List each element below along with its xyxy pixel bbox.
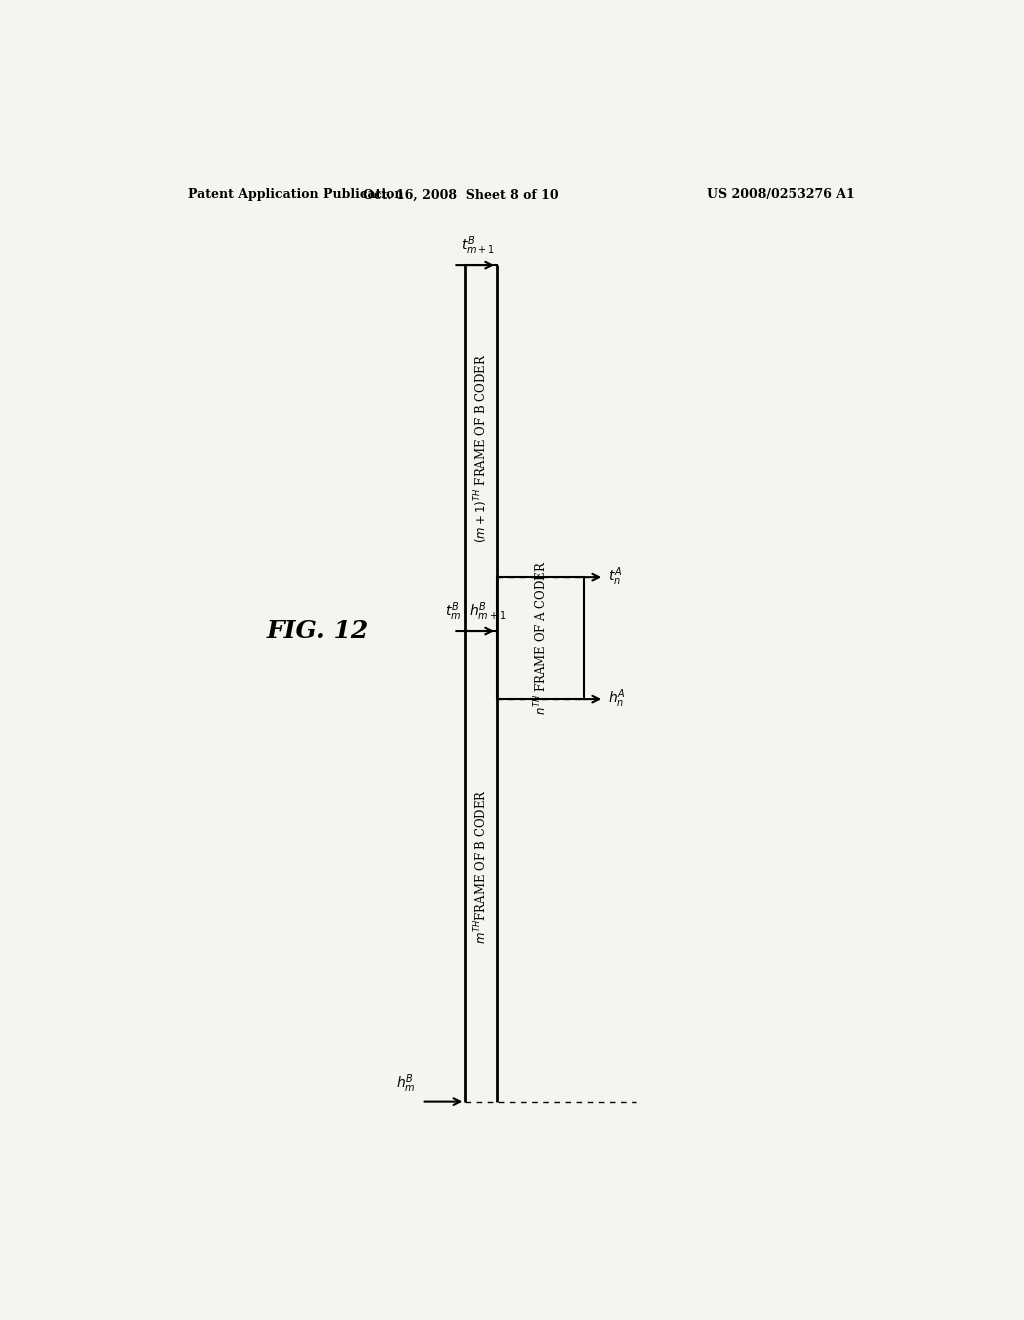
Text: $t^B_{m+1}$: $t^B_{m+1}$ (462, 235, 496, 257)
Text: $t^A_n$: $t^A_n$ (608, 566, 623, 589)
Text: $h^B_{m+1}$: $h^B_{m+1}$ (469, 601, 507, 623)
Text: US 2008/0253276 A1: US 2008/0253276 A1 (708, 189, 855, 202)
Text: Patent Application Publication: Patent Application Publication (187, 189, 403, 202)
Text: $(m+1)^{TH}$ FRAME OF B CODER: $(m+1)^{TH}$ FRAME OF B CODER (472, 354, 489, 543)
Text: $h^A_n$: $h^A_n$ (608, 688, 626, 710)
Text: $t^B_m$: $t^B_m$ (445, 601, 461, 623)
Text: $n^{TH}$ FRAME OF A CODER: $n^{TH}$ FRAME OF A CODER (532, 561, 549, 715)
Text: $m^{TH}$FRAME OF B CODER: $m^{TH}$FRAME OF B CODER (473, 789, 489, 944)
Bar (497, 577, 585, 700)
Text: Oct. 16, 2008  Sheet 8 of 10: Oct. 16, 2008 Sheet 8 of 10 (364, 189, 559, 202)
Text: $h^B_m$: $h^B_m$ (396, 1072, 416, 1094)
Text: FIG. 12: FIG. 12 (267, 619, 369, 643)
